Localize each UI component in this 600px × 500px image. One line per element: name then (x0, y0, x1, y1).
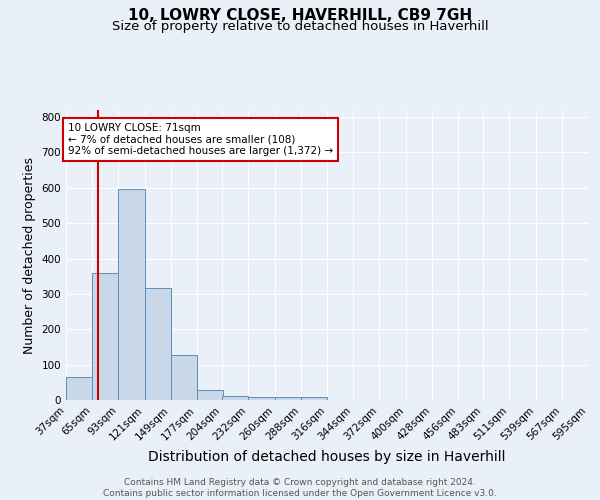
Bar (301, 397, 327, 400)
Bar (197, 390, 223, 400)
Bar (222, 396, 248, 400)
Y-axis label: Number of detached properties: Number of detached properties (23, 156, 36, 354)
Bar (118, 189, 145, 400)
Text: Size of property relative to detached houses in Haverhill: Size of property relative to detached ho… (112, 20, 488, 33)
Text: 10, LOWRY CLOSE, HAVERHILL, CB9 7GH: 10, LOWRY CLOSE, HAVERHILL, CB9 7GH (128, 8, 472, 22)
Bar (66, 377, 92, 400)
Text: 10 LOWRY CLOSE: 71sqm
← 7% of detached houses are smaller (108)
92% of semi-deta: 10 LOWRY CLOSE: 71sqm ← 7% of detached h… (68, 123, 333, 156)
Bar (145, 288, 171, 400)
Bar (171, 354, 197, 400)
Bar (248, 397, 275, 400)
X-axis label: Distribution of detached houses by size in Haverhill: Distribution of detached houses by size … (148, 450, 506, 464)
Bar (92, 274, 118, 400)
Text: Contains HM Land Registry data © Crown copyright and database right 2024.
Contai: Contains HM Land Registry data © Crown c… (103, 478, 497, 498)
Bar (275, 397, 301, 400)
